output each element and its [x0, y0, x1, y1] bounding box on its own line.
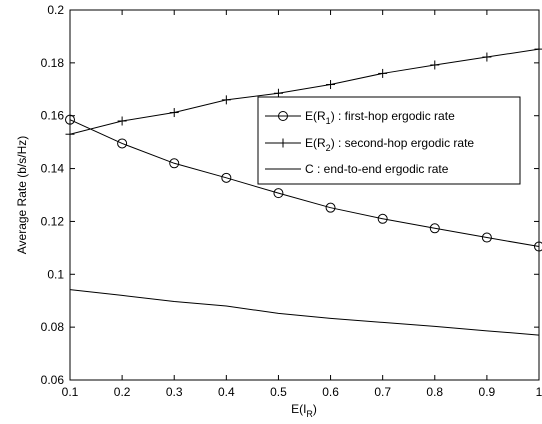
y-tick-label: 0.2 — [47, 3, 64, 17]
y-tick-label: 0.14 — [41, 162, 65, 176]
legend-entry-3: C : end-to-end ergodic rate — [305, 162, 449, 176]
y-tick-label: 0.16 — [41, 109, 65, 123]
legend-entry-1: E(R1) : first-hop ergodic rate — [305, 109, 455, 126]
x-tick-label: 0.4 — [218, 385, 235, 399]
series-line-1 — [69, 119, 540, 248]
y-tick-label: 0.18 — [41, 56, 65, 70]
series-1-point — [117, 138, 128, 149]
x-tick-label: 0.3 — [166, 385, 183, 399]
series-2-point — [169, 108, 179, 118]
legend-box — [257, 96, 521, 185]
x-tick-label: 0.5 — [270, 385, 287, 399]
series-1-point — [429, 223, 440, 234]
series-2-point — [430, 60, 440, 70]
series-2-point — [482, 52, 492, 62]
series-1-point — [325, 202, 336, 213]
x-tick-label: 0.1 — [62, 385, 79, 399]
series-2-point — [117, 116, 127, 126]
legend-marker-1 — [278, 111, 288, 121]
series-2-point — [273, 88, 283, 98]
x-tick-label: 0.9 — [479, 385, 496, 399]
legend: E(R1) : first-hop ergodic rate E(R2) : se… — [257, 96, 521, 185]
x-axis-label: E(IR) — [291, 402, 317, 419]
plot-area — [70, 10, 539, 380]
series-2-point — [221, 95, 231, 105]
plot-frame — [69, 9, 540, 381]
y-tick-label: 0.1 — [47, 267, 64, 281]
y-tick-label: 0.08 — [41, 320, 65, 334]
x-tick-label: 0.2 — [114, 385, 131, 399]
ticks-layer: 0.1 0.2 0.3 0.4 0.5 0.6 0.7 0.8 0.9 1 0.06 0.08 0.1 0… — [41, 3, 542, 399]
x-tick-label: 1 — [536, 385, 542, 399]
series-1-point — [377, 213, 388, 224]
series-line-2 — [69, 48, 540, 135]
series-1-point — [273, 188, 284, 199]
series-2-point — [378, 68, 388, 78]
series-2-point — [326, 80, 336, 90]
y-tick-label: 0.12 — [41, 214, 65, 228]
series-line-3 — [69, 289, 540, 336]
legend-marker-2 — [278, 138, 288, 148]
series-1-point — [169, 158, 180, 169]
y-axis-label: Average Rate (b/s/Hz) — [15, 136, 29, 255]
series-1-point — [481, 232, 492, 243]
x-tick-label: 0.6 — [322, 385, 339, 399]
legend-entry-2: E(R2) : second-hop ergodic rate — [305, 136, 474, 153]
y-tick-label: 0.06 — [41, 373, 65, 387]
x-tick-label: 0.7 — [374, 385, 391, 399]
x-tick-label: 0.8 — [426, 385, 443, 399]
series-1-point — [221, 172, 232, 183]
